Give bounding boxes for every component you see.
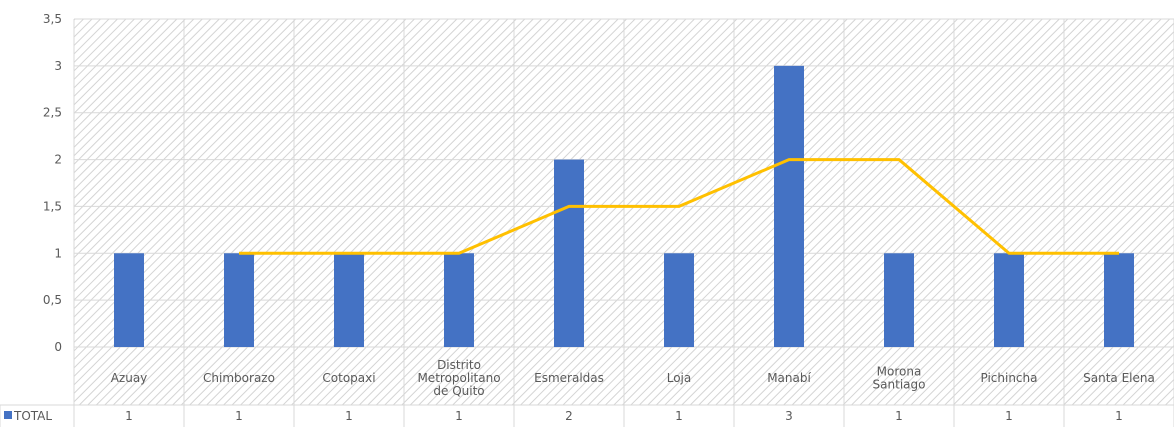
- y-tick-label: 2: [54, 153, 62, 167]
- y-tick-label: 3: [54, 59, 62, 73]
- x-category-label: Manabí: [767, 371, 811, 385]
- bar-total: [994, 253, 1024, 347]
- bar-total: [334, 253, 364, 347]
- bar-total: [1104, 253, 1134, 347]
- x-category-label: Loja: [667, 371, 692, 385]
- data-table-value: 1: [235, 409, 243, 423]
- data-table-value: 1: [1115, 409, 1123, 423]
- legend-label-total: TOTAL: [13, 409, 52, 423]
- moving-average-line: [239, 158, 1119, 255]
- bar-total: [554, 159, 584, 347]
- y-tick-label: 0,5: [43, 293, 62, 307]
- data-table-value: 1: [125, 409, 133, 423]
- bar-total: [664, 253, 694, 347]
- legend-swatch-total: [4, 411, 12, 419]
- x-category-label: Morona Santiago: [873, 365, 926, 392]
- x-category-label: Chimborazo: [203, 371, 275, 385]
- data-table-value: 1: [345, 409, 353, 423]
- data-table-value: 1: [895, 409, 903, 423]
- y-tick-label: 1: [54, 246, 62, 260]
- y-tick-label: 1,5: [43, 199, 62, 213]
- bar-total: [774, 65, 804, 347]
- data-table-value: 3: [785, 409, 793, 423]
- y-tick-label: 2,5: [43, 106, 62, 120]
- y-tick-label: 3,5: [43, 12, 62, 26]
- bar-total: [884, 253, 914, 347]
- x-category-label: Cotopaxi: [322, 371, 375, 385]
- y-tick-label: 0: [54, 340, 62, 354]
- x-category-label: Azuay: [111, 371, 148, 385]
- bar-total: [444, 253, 474, 347]
- data-table-value: 2: [565, 409, 573, 423]
- data-table-value: 1: [455, 409, 463, 423]
- x-category-label: Esmeraldas: [534, 371, 604, 385]
- x-category-label: Distrito Metropolitano de Quito: [417, 358, 500, 398]
- bar-total: [114, 253, 144, 347]
- bar-total: [224, 253, 254, 347]
- data-table-value: 1: [675, 409, 683, 423]
- x-category-label: Pichincha: [980, 371, 1037, 385]
- data-table-value: 1: [1005, 409, 1013, 423]
- x-category-label: Santa Elena: [1083, 371, 1155, 385]
